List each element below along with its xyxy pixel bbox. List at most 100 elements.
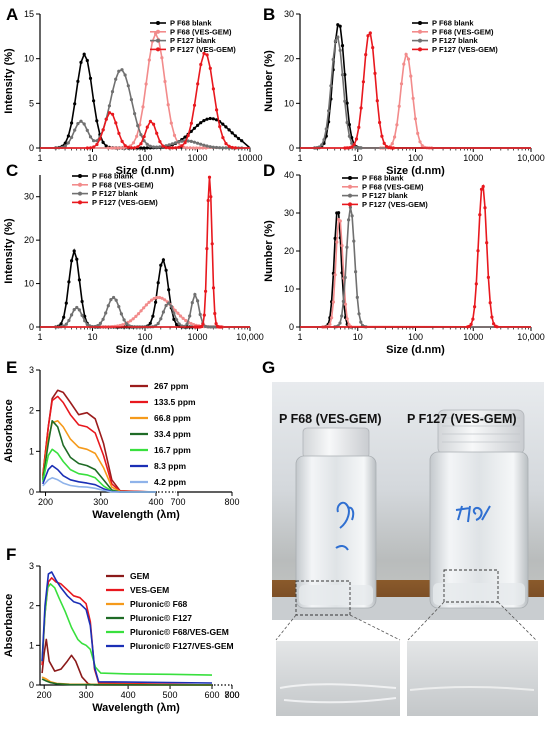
panel-A-data-point: [73, 128, 77, 132]
panel-E-ytick-label: 1: [29, 446, 34, 456]
panel-A-data-point: [173, 141, 178, 145]
panel-A-data-point: [139, 133, 143, 137]
panel-C-data-point: [109, 298, 113, 302]
panel-D-data-point: [473, 305, 477, 309]
panel-B-data-point: [391, 146, 395, 150]
panel-D-data-point: [340, 244, 344, 248]
panel-A-data-point: [89, 146, 93, 150]
panel-A-data-point: [120, 139, 124, 143]
panel-B-data-point: [380, 134, 384, 138]
panel-A-data-point: [196, 141, 200, 145]
panel-D-ytick-label: 20: [284, 246, 294, 256]
panel-A-data-point: [144, 82, 148, 86]
panel-C-legend-label: P F127 (VES-GEM): [92, 198, 158, 207]
panel-C-data-point: [144, 303, 148, 307]
panel-F-xtick-label: 400: [121, 690, 136, 700]
panel-C-data-point: [159, 317, 163, 321]
panel-A-data-point: [135, 134, 139, 138]
panel-D-data-point: [333, 273, 337, 277]
panel-A-data-point: [76, 79, 80, 83]
panel-A-data-point: [177, 145, 181, 149]
vial-right: [429, 409, 529, 609]
panel-A-data-point: [224, 142, 228, 146]
panel-D-data-point: [485, 241, 489, 245]
panel-D-legend-marker: [348, 184, 352, 189]
panel-C-data-point: [210, 242, 214, 246]
panel-A-xtick-label: 1: [37, 153, 42, 163]
panel-B-legend-marker: [418, 21, 422, 25]
panel-B-data-point: [345, 101, 349, 105]
panel-C-data-point: [64, 301, 68, 305]
panel-C-data-point: [214, 322, 218, 326]
panel-A-data-point: [205, 53, 209, 57]
panel-D-data-point: [331, 300, 335, 304]
panel-F-xtick-label: 600: [204, 690, 219, 700]
panel-E-ytick-label: 0: [29, 487, 34, 497]
panel-B-data-point: [320, 143, 324, 147]
panel-C-data-point: [167, 301, 171, 305]
panel-A-data-point: [145, 142, 149, 146]
panel-A-data-point: [63, 144, 67, 148]
panel-E-series-line: [42, 464, 156, 493]
panel-A-data-point: [147, 58, 151, 62]
panel-A-data-point: [145, 146, 149, 150]
panel-C-legend-marker: [78, 182, 82, 187]
panel-E-axis-break-mask: [157, 490, 177, 494]
zoom-box-right: [443, 569, 499, 603]
vial-left: [295, 427, 377, 609]
panel-C-data-point: [152, 296, 156, 301]
panel-C-data-point: [67, 318, 71, 323]
panel-C-data-point: [159, 263, 163, 267]
panel-A-data-point: [117, 131, 121, 135]
panel-D-xtick-label: 1000: [463, 332, 483, 342]
panel-E-xtick-label: 300: [93, 497, 108, 507]
panel-A-data-point: [186, 139, 190, 143]
panel-letter-A: A: [6, 5, 18, 24]
panel-A-data-point: [88, 135, 93, 139]
panel-B-data-point: [375, 99, 379, 103]
panel-C-data-point: [75, 305, 79, 310]
panel-A-data-point: [230, 131, 234, 135]
panel-F-xtick-label: 800: [224, 690, 239, 700]
panel-C-data-point: [213, 311, 217, 316]
panel-A-data-point: [189, 129, 193, 133]
panel-C-data-point: [157, 295, 162, 300]
panel-A-data-point: [106, 146, 110, 150]
panel-A-data-point: [123, 73, 127, 77]
panel-A-data-point: [82, 52, 86, 56]
panel-A-data-point: [161, 144, 165, 148]
panel-A-data-point: [169, 121, 173, 125]
panel-D-data-point: [350, 214, 354, 218]
panel-B-legend-marker: [418, 38, 422, 43]
panel-C-series-line: [40, 292, 250, 328]
panel-F-xtick-label: 300: [79, 690, 94, 700]
panel-B-data-point: [389, 146, 393, 150]
panel-letter-E: E: [6, 358, 17, 377]
panel-D-data-point: [345, 245, 349, 249]
panel-A-data-point: [111, 112, 115, 116]
zoom-inset-left: [276, 641, 400, 716]
panel-A-data-point: [120, 68, 124, 72]
panel-C-data-point: [155, 296, 159, 300]
panel-A-data-point: [211, 87, 215, 91]
panel-C-data-point: [200, 324, 204, 329]
panel-A-data-point: [208, 66, 212, 70]
panel-A-data-point: [221, 146, 225, 150]
panel-D-data-point: [355, 295, 359, 299]
panel-C-data-point: [176, 311, 180, 315]
panel-B-data-point: [343, 73, 347, 77]
panel-A-data-point: [205, 144, 209, 148]
panel-A-data-point: [215, 108, 219, 112]
panel-B-data-point: [338, 24, 342, 28]
panel-A-data-point: [92, 145, 96, 149]
panel-C-data-point: [134, 314, 138, 318]
panel-A-xtick-label: 100: [137, 153, 152, 163]
panel-A-data-point: [202, 119, 206, 123]
panel-D-legend-marker: [348, 176, 352, 180]
panel-C-data-point: [67, 280, 71, 284]
panel-C-data-point: [175, 323, 179, 327]
panel-A-data-point: [221, 136, 225, 140]
panel-D-xtick-label: 100: [408, 332, 423, 342]
panel-B-data-point: [416, 131, 420, 135]
panel-D-data-point: [495, 325, 499, 329]
